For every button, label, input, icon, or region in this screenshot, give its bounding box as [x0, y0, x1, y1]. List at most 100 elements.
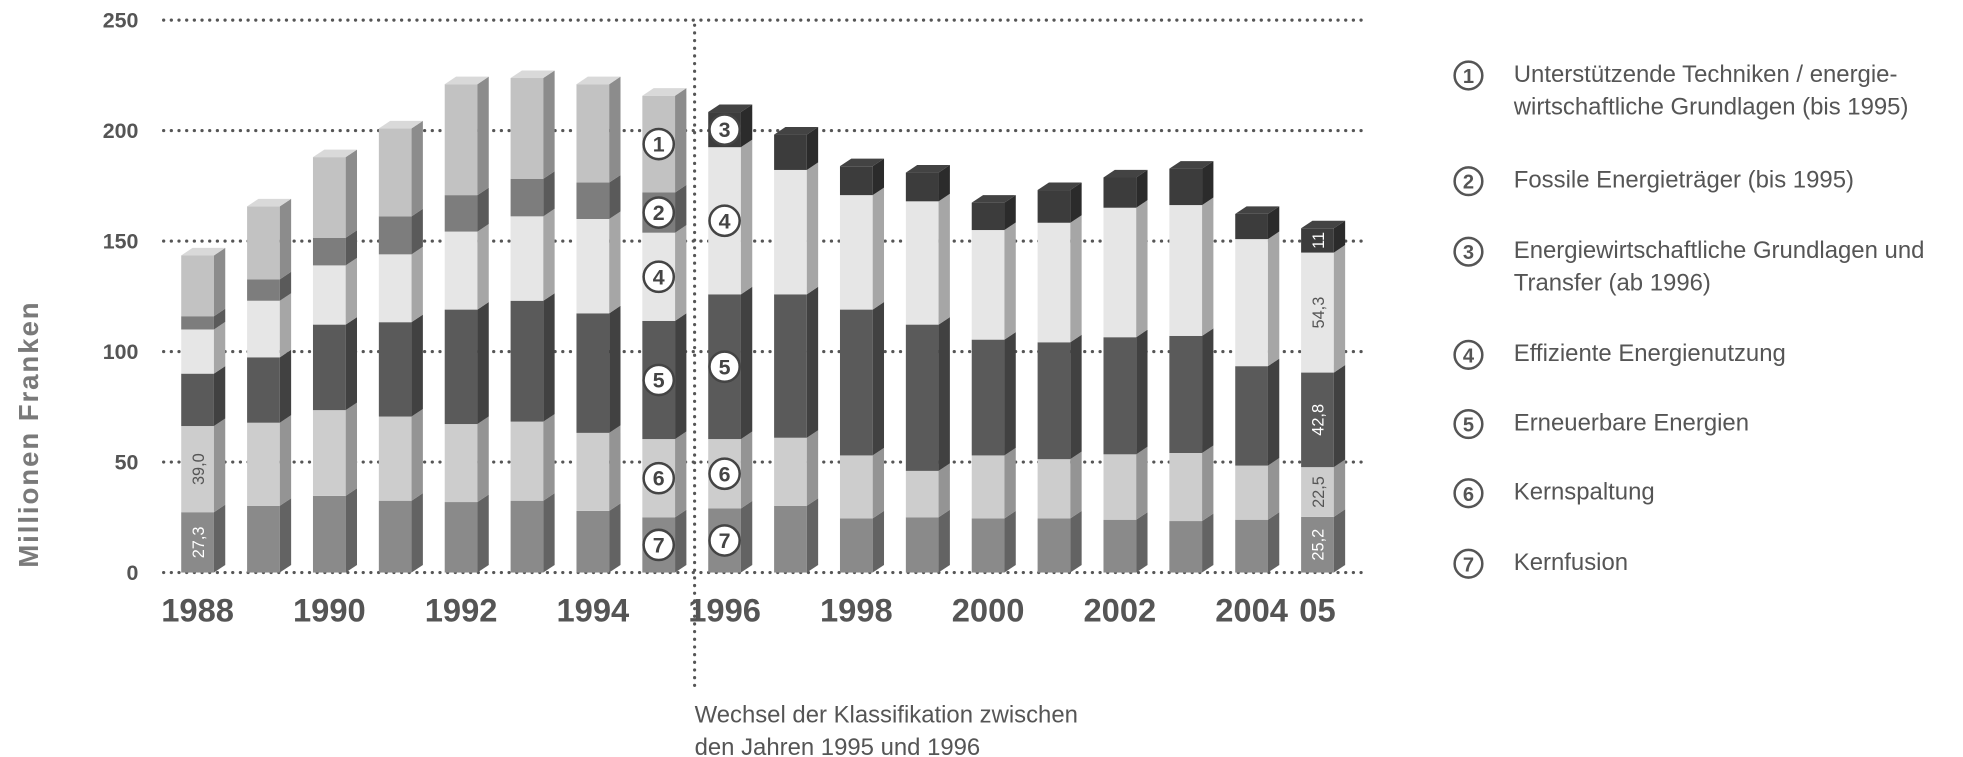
- bar-side: [806, 127, 819, 170]
- bar-segment: [444, 84, 478, 196]
- bar-side: [279, 415, 292, 506]
- bar-side: [345, 488, 358, 573]
- bar-side: [1136, 329, 1148, 455]
- bar-top: [708, 104, 753, 113]
- bar-side: [609, 425, 621, 511]
- bar-side: [477, 416, 489, 503]
- x-tick-label: 1998: [820, 592, 893, 629]
- legend-entry: Unterstützende Techniken / energie­wirts…: [1514, 62, 1909, 121]
- bar-side: [543, 208, 555, 301]
- bar-segment: [774, 169, 807, 295]
- bar-segment: [510, 216, 544, 301]
- bar-side: [1004, 332, 1016, 456]
- bar-side: [872, 447, 885, 519]
- bar-side: [872, 158, 885, 196]
- legend-number: 6: [1463, 484, 1474, 506]
- bar-side: [1136, 512, 1148, 573]
- bar-side: [1004, 222, 1016, 340]
- legend-number: 7: [1463, 554, 1474, 576]
- legend-marker: [1453, 166, 1484, 197]
- legend-number: 3: [1463, 242, 1474, 264]
- series-marker: [642, 528, 676, 562]
- bar-segment: [905, 470, 939, 518]
- bar-segment: [576, 432, 610, 511]
- series-marker: [642, 363, 676, 397]
- bar-segment: [378, 416, 412, 501]
- bar-side: [213, 504, 226, 573]
- bar-segment: [1037, 222, 1071, 343]
- bar-side: [477, 494, 489, 573]
- bar-side: [1070, 510, 1082, 573]
- legend-number: 5: [1463, 415, 1474, 437]
- bar-side: [411, 408, 423, 501]
- bar-segment: [312, 495, 346, 573]
- bar-side: [477, 224, 489, 310]
- x-tick-label: 2004: [1215, 592, 1289, 629]
- bar-segment: [181, 316, 214, 330]
- bar-top: [576, 76, 621, 85]
- bar-segment: [576, 218, 610, 314]
- bar-side: [609, 211, 621, 314]
- bar-segment: [1103, 207, 1137, 338]
- bar-segment: [839, 309, 873, 456]
- y-tick-label: 50: [115, 451, 139, 475]
- bar-segment: [444, 195, 478, 232]
- bar-side: [411, 246, 423, 323]
- bar-segment: [774, 134, 807, 170]
- bar-side: [1202, 161, 1214, 206]
- bar-segment: [905, 324, 939, 471]
- bar-segment: [247, 300, 280, 358]
- bar-side: [675, 225, 687, 321]
- y-tick-label: 250: [103, 9, 139, 33]
- bar-side: [411, 208, 423, 255]
- bar-segment: [1301, 516, 1334, 573]
- legend-number: 4: [1463, 345, 1475, 367]
- bar-side: [740, 104, 753, 148]
- bar-side: [213, 321, 226, 374]
- legend-marker: [1453, 236, 1484, 267]
- bar-side: [1004, 447, 1016, 519]
- bar-side: [872, 510, 885, 573]
- bar-segment: [971, 339, 1005, 456]
- bar-side: [740, 431, 753, 509]
- bar-segment: [247, 206, 280, 280]
- y-tick-label: 0: [127, 561, 139, 585]
- bar-side: [345, 149, 358, 238]
- bar-segment: [1169, 205, 1203, 336]
- bar-segment: [905, 201, 939, 325]
- data-label: 22,5: [1310, 476, 1328, 508]
- bar-side: [740, 139, 753, 295]
- series-marker: [708, 350, 741, 384]
- bar-side: [609, 305, 621, 433]
- legend-label: Fossile Energieträger (bis 1995): [1513, 167, 1854, 194]
- bar-side: [938, 193, 950, 325]
- x-tick-label: 05: [1299, 592, 1335, 629]
- x-tick-label: 1988: [161, 592, 234, 629]
- bar-segment: [576, 510, 610, 573]
- bar-segment: [1235, 519, 1268, 573]
- bar-top: [839, 158, 885, 167]
- series-marker: [708, 457, 741, 491]
- bar-top: [1037, 182, 1082, 191]
- bar-side: [938, 317, 950, 471]
- x-tick-label: 1996: [688, 592, 761, 629]
- bar-segment: [181, 426, 214, 513]
- bar-side: [279, 198, 292, 280]
- bar-side: [1333, 509, 1346, 573]
- bar-side: [543, 414, 555, 501]
- bar-top: [1235, 206, 1280, 214]
- bar-side: [279, 271, 292, 301]
- bar-segment: [312, 265, 346, 325]
- bar-side: [477, 302, 489, 425]
- bar-segment: [510, 300, 544, 422]
- bar-side: [1004, 195, 1016, 231]
- bar-side: [279, 498, 292, 573]
- series-marker: [708, 524, 741, 557]
- data-label: 25,2: [1310, 529, 1328, 561]
- series-marker-number: 4: [719, 209, 731, 233]
- bar-top: [378, 120, 423, 129]
- bar-segment: [378, 254, 412, 323]
- bar-side: [675, 431, 687, 518]
- bar-top: [247, 198, 292, 207]
